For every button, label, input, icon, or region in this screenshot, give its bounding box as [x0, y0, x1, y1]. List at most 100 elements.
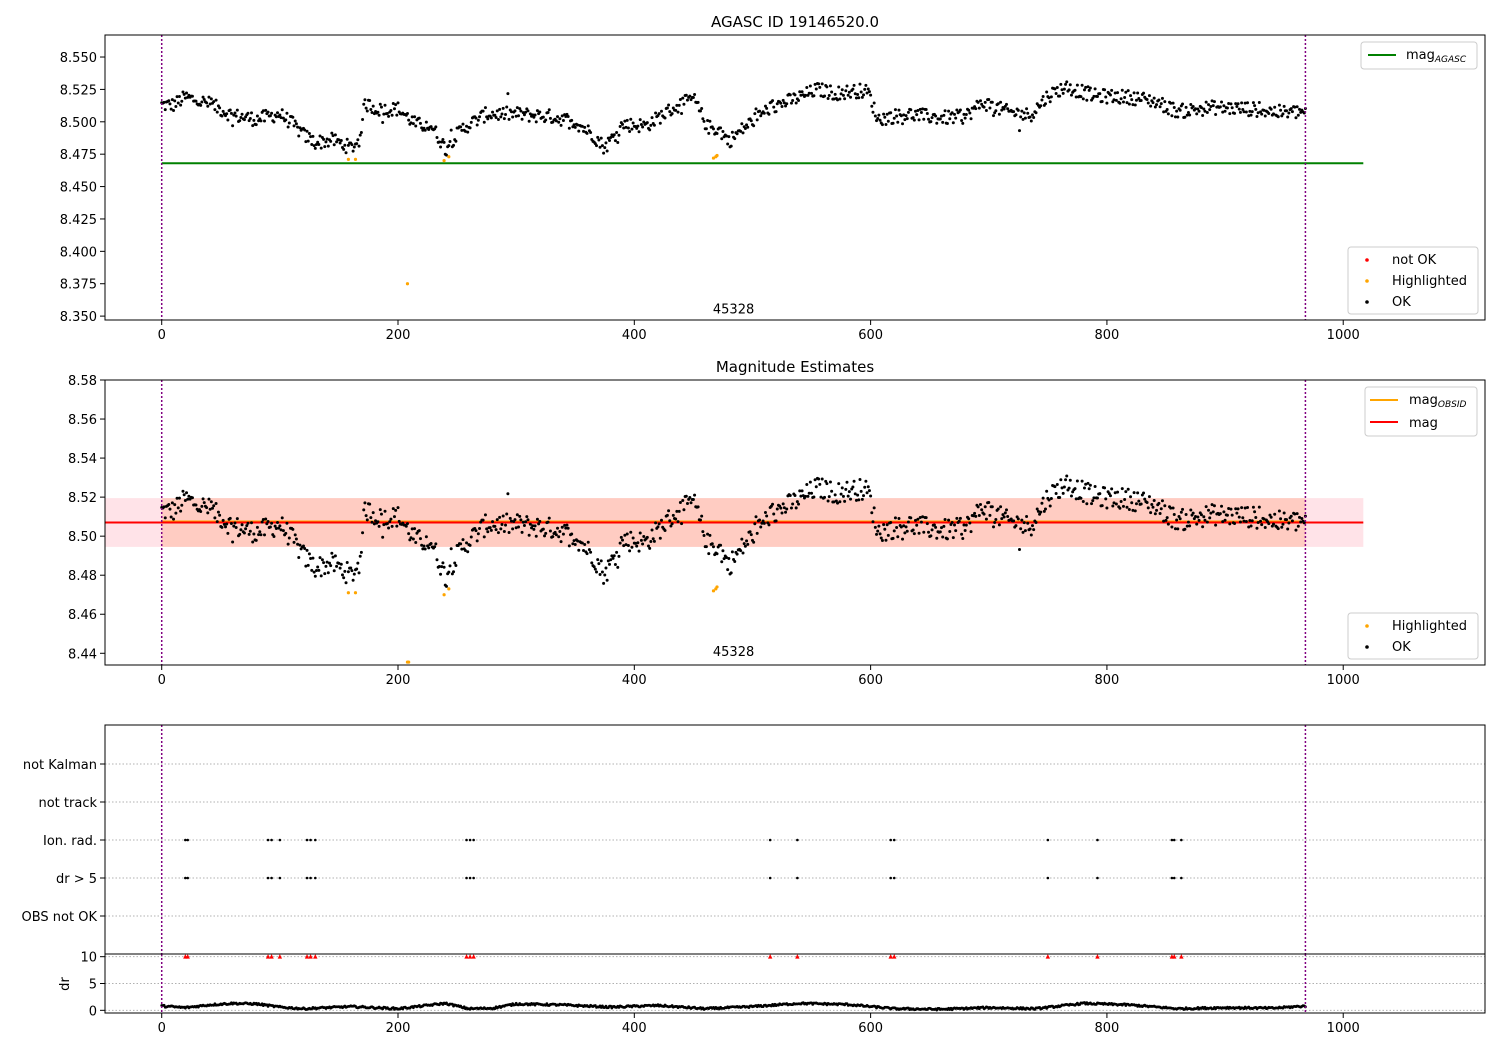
magnitude-ok-point: [442, 565, 446, 569]
agasc-ok-point: [1175, 109, 1179, 113]
magnitude-ok-point: [858, 477, 862, 481]
magnitude-ok-point: [860, 497, 864, 501]
agasc-ok-point: [468, 126, 472, 130]
agasc-ok-point: [863, 87, 867, 91]
magnitude-ok-point: [987, 501, 991, 505]
agasc-ok-point: [1055, 85, 1059, 89]
agasc-ok-point: [365, 109, 369, 113]
magnitude-ok-point: [779, 506, 783, 510]
magnitude-ok-point: [488, 526, 492, 530]
magnitude-ok-point: [615, 550, 619, 554]
magnitude-ok-point: [921, 515, 925, 519]
magnitude-ok-point: [896, 535, 900, 539]
magnitude-ok-point: [719, 543, 723, 547]
magnitude-ok-point: [1280, 525, 1284, 529]
agasc-ok-point: [741, 131, 745, 135]
magnitude-ok-point: [741, 551, 745, 555]
agasc-ok-point: [851, 87, 855, 91]
magnitude-ok-point: [954, 529, 958, 533]
agasc-ok-point: [618, 124, 622, 128]
agasc-ok-point: [846, 93, 850, 97]
magnitude-ok-point: [361, 531, 365, 535]
magnitude-ok-point: [677, 509, 681, 513]
magnitude-ok-point: [1139, 502, 1143, 506]
agasc-ok-point: [548, 116, 552, 120]
agasc-ok-point: [1006, 107, 1010, 111]
magnitude-ok-point: [268, 525, 272, 529]
magnitude-ok-point: [414, 540, 418, 544]
magnitude-ok-point: [878, 532, 882, 536]
agasc-ok-point: [1186, 110, 1190, 114]
magnitude-ok-point: [411, 537, 415, 541]
magnitude-x-tick-label: 800: [1095, 673, 1120, 688]
magnitude-ok-point: [257, 533, 261, 537]
agasc-ok-point: [798, 90, 802, 94]
magnitude-legend-ok-label: OK: [1392, 640, 1411, 655]
agasc-ok-point: [1240, 101, 1244, 105]
agasc-ok-point: [389, 108, 393, 112]
agasc-ok-point: [1277, 103, 1281, 107]
magnitude-ok-point: [1014, 524, 1018, 528]
agasc-ok-point: [180, 99, 184, 103]
agasc-ok-point: [292, 124, 296, 128]
agasc-ok-point: [1085, 98, 1089, 102]
magnitude-ok-point: [724, 555, 728, 559]
magnitude-ok-point: [515, 513, 519, 517]
magnitude-ok-point: [1175, 518, 1179, 522]
magnitude-ok-point: [706, 532, 710, 536]
magnitude-ok-point: [435, 558, 439, 562]
magnitude-ok-point: [982, 512, 986, 516]
agasc-ok-point: [1203, 109, 1207, 113]
agasc-ok-point: [814, 87, 818, 91]
magnitude-ok-point: [183, 498, 187, 502]
agasc-ok-point: [228, 108, 232, 112]
magnitude-ok-point: [1251, 505, 1255, 509]
agasc-ok-point: [162, 100, 166, 104]
magnitude-ok-point: [762, 521, 766, 525]
magnitude-ok-point: [1176, 527, 1180, 531]
magnitude-ok-point: [799, 494, 803, 498]
magnitude-ok-point: [1131, 508, 1135, 512]
flag-point: [186, 876, 190, 880]
agasc-ok-point: [1160, 96, 1164, 100]
magnitude-ok-point: [565, 523, 569, 527]
agasc-ok-point: [1281, 112, 1285, 116]
magnitude-ok-point: [707, 552, 711, 556]
agasc-ok-point: [1228, 112, 1232, 116]
agasc-ok-point: [585, 131, 589, 135]
agasc-ok-point: [642, 120, 646, 124]
magnitude-panel-title: Magnitude Estimates: [716, 358, 874, 376]
magnitude-ok-point: [506, 492, 510, 496]
magnitude-ok-point: [270, 521, 274, 525]
flag-point: [186, 838, 190, 842]
magnitude-ok-point: [493, 524, 497, 528]
agasc-ok-point: [482, 120, 486, 124]
agasc-ok-point: [682, 102, 686, 106]
magnitude-ok-point: [993, 520, 997, 524]
agasc-ok-point: [303, 128, 307, 132]
agasc-ok-point: [1207, 103, 1211, 107]
magnitude-ok-point: [1025, 515, 1029, 519]
agasc-ok-point: [297, 134, 301, 138]
magnitude-ok-point: [698, 518, 702, 522]
magnitude-ok-point: [332, 569, 336, 573]
agasc-ok-point: [889, 111, 893, 115]
magnitude-ok-point: [172, 517, 176, 521]
agasc-ok-point: [1048, 100, 1052, 104]
agasc-ok-point: [181, 90, 185, 94]
magnitude-ok-point: [1273, 512, 1277, 516]
agasc-ok-point: [194, 99, 198, 103]
agasc-ok-point: [541, 115, 545, 119]
magnitude-ok-point: [1120, 487, 1124, 491]
agasc-ok-point: [668, 110, 672, 114]
magnitude-ok-point: [971, 514, 975, 518]
agasc-ok-point: [379, 105, 383, 109]
flags-y-tick-label: dr > 5: [56, 872, 97, 887]
agasc-ok-point: [1249, 113, 1253, 117]
agasc-x-tick-label: 600: [858, 328, 883, 343]
agasc-ok-point: [323, 145, 327, 149]
magnitude-ok-point: [1047, 498, 1051, 502]
magnitude-ok-point: [229, 522, 233, 526]
magnitude-ok-point: [344, 581, 348, 585]
magnitude-ok-point: [369, 516, 373, 520]
